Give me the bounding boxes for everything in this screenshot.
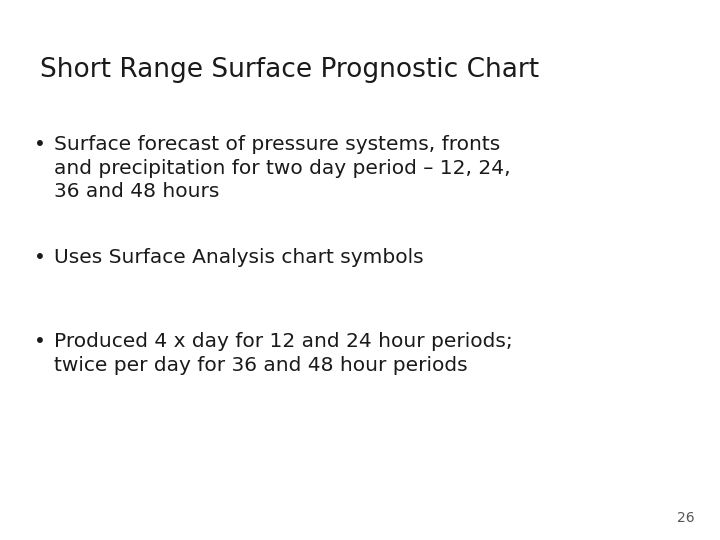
Text: •: •: [34, 248, 45, 267]
Text: Short Range Surface Prognostic Chart: Short Range Surface Prognostic Chart: [40, 57, 539, 83]
Text: •: •: [34, 135, 45, 154]
Text: 26: 26: [678, 511, 695, 525]
Text: •: •: [34, 332, 45, 351]
Text: Produced 4 x day for 12 and 24 hour periods;
twice per day for 36 and 48 hour pe: Produced 4 x day for 12 and 24 hour peri…: [54, 332, 513, 375]
Text: Surface forecast of pressure systems, fronts
and precipitation for two day perio: Surface forecast of pressure systems, fr…: [54, 135, 510, 201]
Text: Uses Surface Analysis chart symbols: Uses Surface Analysis chart symbols: [54, 248, 423, 267]
